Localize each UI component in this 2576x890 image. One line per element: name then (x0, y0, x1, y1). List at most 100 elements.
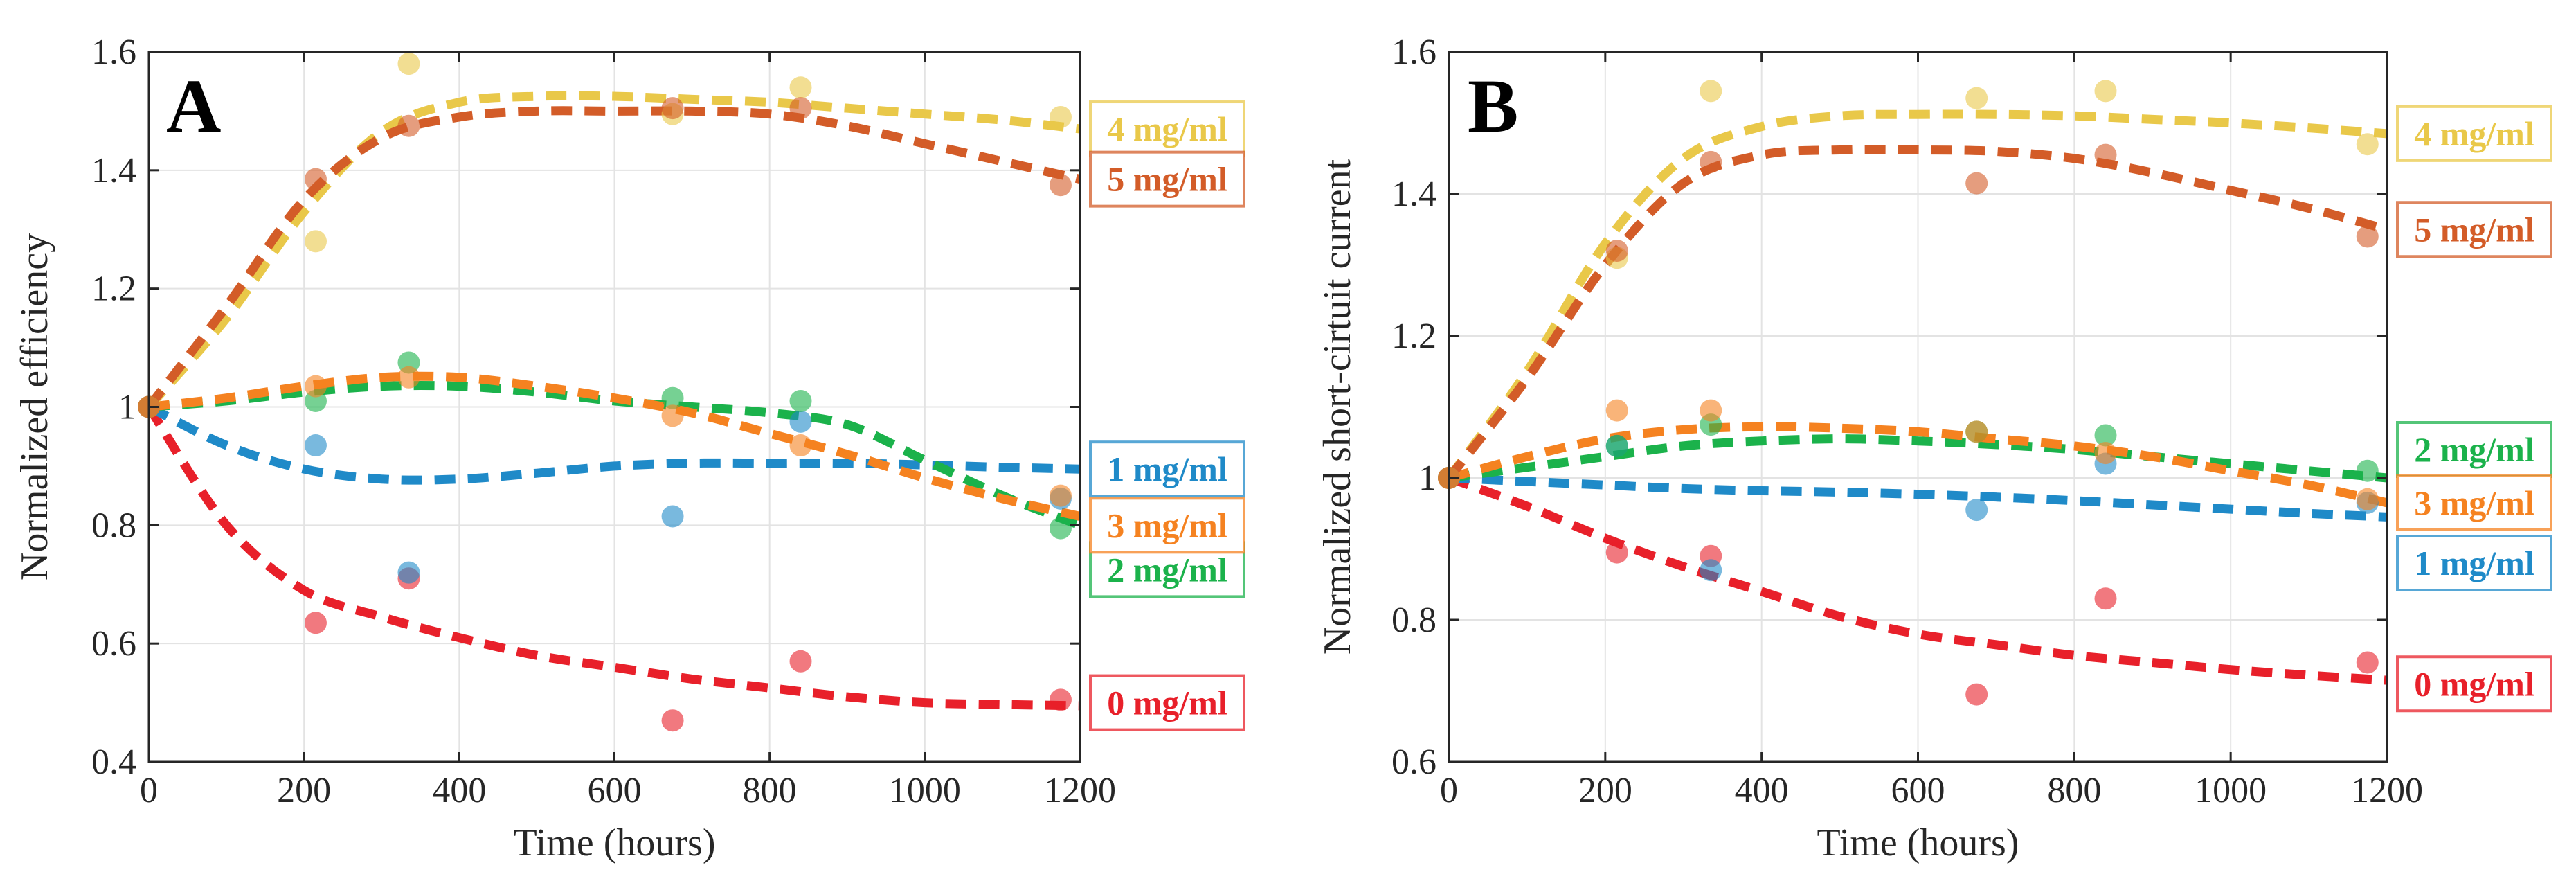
x-tick-label: 1000 (889, 771, 961, 810)
data-point-5-mg-ml (304, 168, 327, 190)
series-label-text: 5 mg/ml (1107, 160, 1227, 199)
data-point-0-mg-ml (661, 709, 684, 732)
fit-line-3-mg-ml (1448, 422, 2388, 508)
data-point-1-mg-ml (1965, 499, 1988, 522)
data-point-0-mg-ml (1965, 683, 1988, 706)
series-label-box (2396, 201, 2552, 258)
series-label-2-mg-ml: 2 mg/ml (2396, 421, 2552, 478)
data-point-5-mg-ml (2094, 143, 2117, 166)
y-tick-label: 1.2 (1391, 317, 1436, 356)
chart-panel-b: 0 200 400 600 800 1000 1200 0.6 0.8 1 1.2 1.4 1.6 Tim… (1316, 33, 2552, 864)
data-point-4-mg-ml (2094, 80, 2117, 103)
x-axis-label: Time (hours) (514, 821, 716, 864)
series-label-3-mg-ml: 3 mg/ml (2396, 474, 2552, 531)
data-point-4-mg-ml (2356, 133, 2379, 156)
data-point-4-mg-ml (1965, 87, 1988, 109)
x-tick-label: 0 (1440, 771, 1458, 810)
y-tick-label: 1.4 (91, 151, 136, 190)
fit-line-3-mg-ml (148, 371, 1081, 521)
series-label-3-mg-ml: 3 mg/ml (1089, 497, 1245, 554)
series-label-text: 0 mg/ml (1107, 684, 1227, 722)
data-point-1-mg-ml (397, 561, 420, 584)
y-tick-label: 0.8 (91, 506, 136, 545)
x-tick-label: 600 (1891, 771, 1945, 810)
series-label-box (2396, 535, 2552, 591)
series-label-5-mg-ml: 5 mg/ml (1089, 150, 1245, 208)
series-label-box (1089, 497, 1245, 554)
data-point-0-mg-ml (789, 650, 812, 673)
x-tick-label: 600 (588, 771, 642, 810)
series-label-text: 2 mg/ml (1107, 550, 1227, 589)
y-axis-label: Normalized efficiency (13, 233, 56, 580)
y-tick-label: 0.6 (91, 624, 136, 664)
data-point-0-mg-ml (2094, 587, 2117, 610)
x-tick-label: 800 (2047, 771, 2101, 810)
data-point-1-mg-ml (661, 505, 684, 528)
series-label-5-mg-ml: 5 mg/ml (2396, 201, 2552, 258)
data-point-3-mg-ml (1965, 420, 1988, 443)
series-label-box (1089, 440, 1245, 498)
data-point-0-mg-ml (304, 612, 327, 634)
data-point-4-mg-ml (397, 53, 420, 75)
y-tick-label: 1.2 (91, 269, 136, 309)
x-tick-label: 0 (140, 771, 158, 810)
data-point-5-mg-ml (2356, 225, 2379, 248)
y-tick-label: 1 (1418, 459, 1436, 498)
series-label-text: 3 mg/ml (1107, 506, 1227, 544)
x-tick-label: 200 (277, 771, 331, 810)
data-point-4-mg-ml (304, 230, 327, 253)
series-label-box (2396, 105, 2552, 162)
data-point-5-mg-ml (789, 97, 812, 120)
chart-panel-a: 0 200 400 600 800 1000 1200 0.4 0.6 0.8 1 1.2 1.4 1.6… (13, 33, 1245, 864)
fit-line-0-mg-ml (145, 404, 1081, 711)
series-label-4-mg-ml: 4 mg/ml (1089, 100, 1245, 158)
series-label-text: 4 mg/ml (1107, 109, 1227, 148)
x-tick-label: 800 (743, 771, 797, 810)
data-point-5-mg-ml (1965, 172, 1988, 195)
data-point-5-mg-ml (1049, 174, 1072, 197)
series-label-box (1089, 674, 1245, 731)
fit-line-4-mg-ml (145, 91, 1081, 410)
series-label-text: 2 mg/ml (2414, 430, 2534, 469)
fit-line-1-mg-ml (147, 402, 1081, 485)
data-point-1-mg-ml (789, 410, 812, 433)
data-point-2-mg-ml (2094, 424, 2117, 447)
fit-line-4-mg-ml (1445, 109, 2388, 481)
data-point-3-mg-ml (2094, 442, 2117, 465)
fit-line-5-mg-ml (145, 106, 1081, 410)
x-tick-label: 200 (1578, 771, 1632, 810)
x-tick-label: 1200 (1044, 771, 1116, 810)
series-label-text: 0 mg/ml (2414, 664, 2534, 703)
data-point-4-mg-ml (1049, 105, 1072, 128)
data-point-0-mg-ml (1049, 688, 1072, 711)
data-point-2-mg-ml (1605, 434, 1628, 457)
data-point-1-mg-ml (1700, 559, 1722, 582)
data-point-1-mg-ml (304, 434, 327, 457)
data-point-5-mg-ml (1605, 240, 1628, 262)
series-label-text: 5 mg/ml (2414, 210, 2534, 249)
x-tick-label: 400 (432, 771, 486, 810)
series-label-text: 4 mg/ml (2414, 114, 2534, 153)
data-point-2-mg-ml (789, 389, 812, 412)
y-axis-label: Normalized short-cirtuit current (1316, 159, 1359, 655)
data-point-0-mg-ml (2356, 651, 2379, 674)
series-label-box (1089, 150, 1245, 208)
y-tick-label: 0.4 (91, 742, 136, 782)
series-label-1-mg-ml: 1 mg/ml (1089, 440, 1245, 498)
fit-line-2-mg-ml (1448, 434, 2388, 483)
panel-label: B (1468, 64, 1518, 148)
data-point-2-mg-ml (661, 386, 684, 409)
data-point-3-mg-ml (2356, 488, 2379, 510)
series-label-box (2396, 474, 2552, 531)
fit-line-0-mg-ml (1447, 473, 2388, 685)
data-point-3-mg-ml (1700, 399, 1722, 422)
fit-line-1-mg-ml (1448, 473, 2388, 522)
data-point-2-mg-ml (2356, 459, 2379, 482)
data-point-3-mg-ml (1605, 399, 1628, 422)
y-tick-label: 1.6 (91, 33, 136, 72)
data-point-5-mg-ml (661, 97, 684, 120)
series-label-text: 1 mg/ml (1107, 450, 1227, 488)
y-tick-label: 1 (118, 388, 136, 427)
series-label-text: 3 mg/ml (2414, 483, 2534, 522)
